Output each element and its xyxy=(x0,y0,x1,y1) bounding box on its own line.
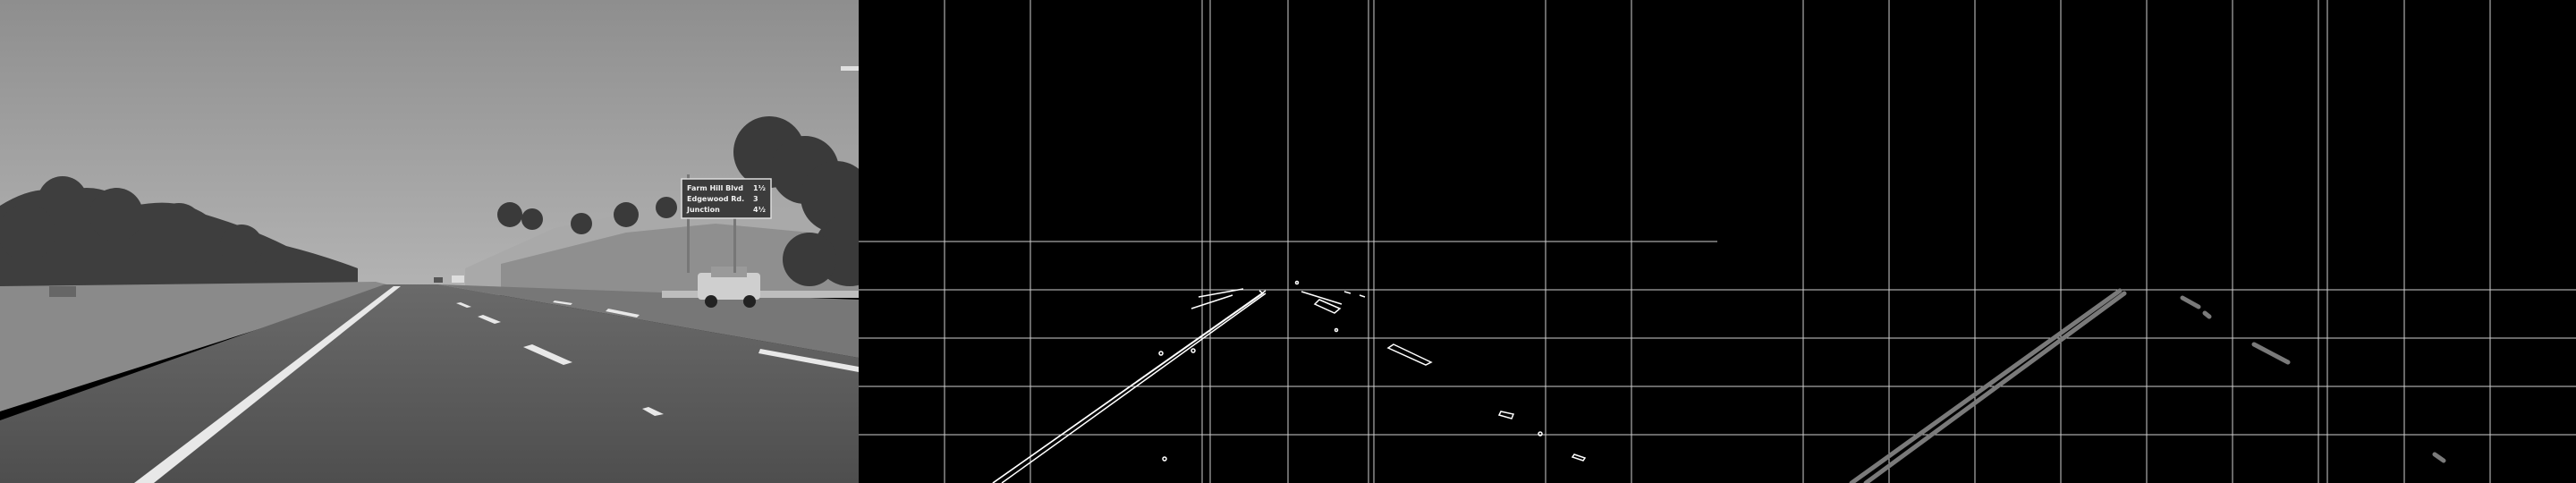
grid-lines xyxy=(1717,0,2576,483)
right-trees xyxy=(497,116,859,286)
distant-car xyxy=(452,275,464,283)
road-photo: Farm Hill Blvd 1½ Edgewood Rd. 3 Junctio… xyxy=(0,0,859,483)
left-trees xyxy=(0,176,358,304)
left-solid-lane-line xyxy=(134,286,401,483)
sign-row-2-distance: 3 xyxy=(753,195,758,203)
grid-lines xyxy=(859,0,1717,483)
distant-car xyxy=(434,277,443,283)
detected-lane-lines xyxy=(1849,288,2446,483)
detected-edges xyxy=(992,280,1587,483)
edges-image xyxy=(859,0,1717,483)
right-hill-shade xyxy=(501,224,859,295)
distant-car xyxy=(49,286,76,297)
left-roadside xyxy=(0,282,394,411)
edges-panel xyxy=(859,0,1717,483)
car xyxy=(698,267,760,308)
right-dashed-lane xyxy=(456,301,859,416)
sign-row-3-name: Junction xyxy=(686,206,720,214)
sign-row-3-distance: 4½ xyxy=(753,205,766,214)
hough-lines-image xyxy=(1717,0,2576,483)
sign-row-1-name: Farm Hill Blvd xyxy=(687,184,743,192)
road-sign: Farm Hill Blvd 1½ Edgewood Rd. 3 Junctio… xyxy=(681,174,772,273)
sign-row-2-name: Edgewood Rd. xyxy=(687,195,744,203)
sign-row-1-distance: 1½ xyxy=(753,183,766,192)
road-photo-panel: Farm Hill Blvd 1½ Edgewood Rd. 3 Junctio… xyxy=(0,0,859,483)
hough-lines-panel xyxy=(1717,0,2576,483)
street-lamp xyxy=(841,66,859,71)
